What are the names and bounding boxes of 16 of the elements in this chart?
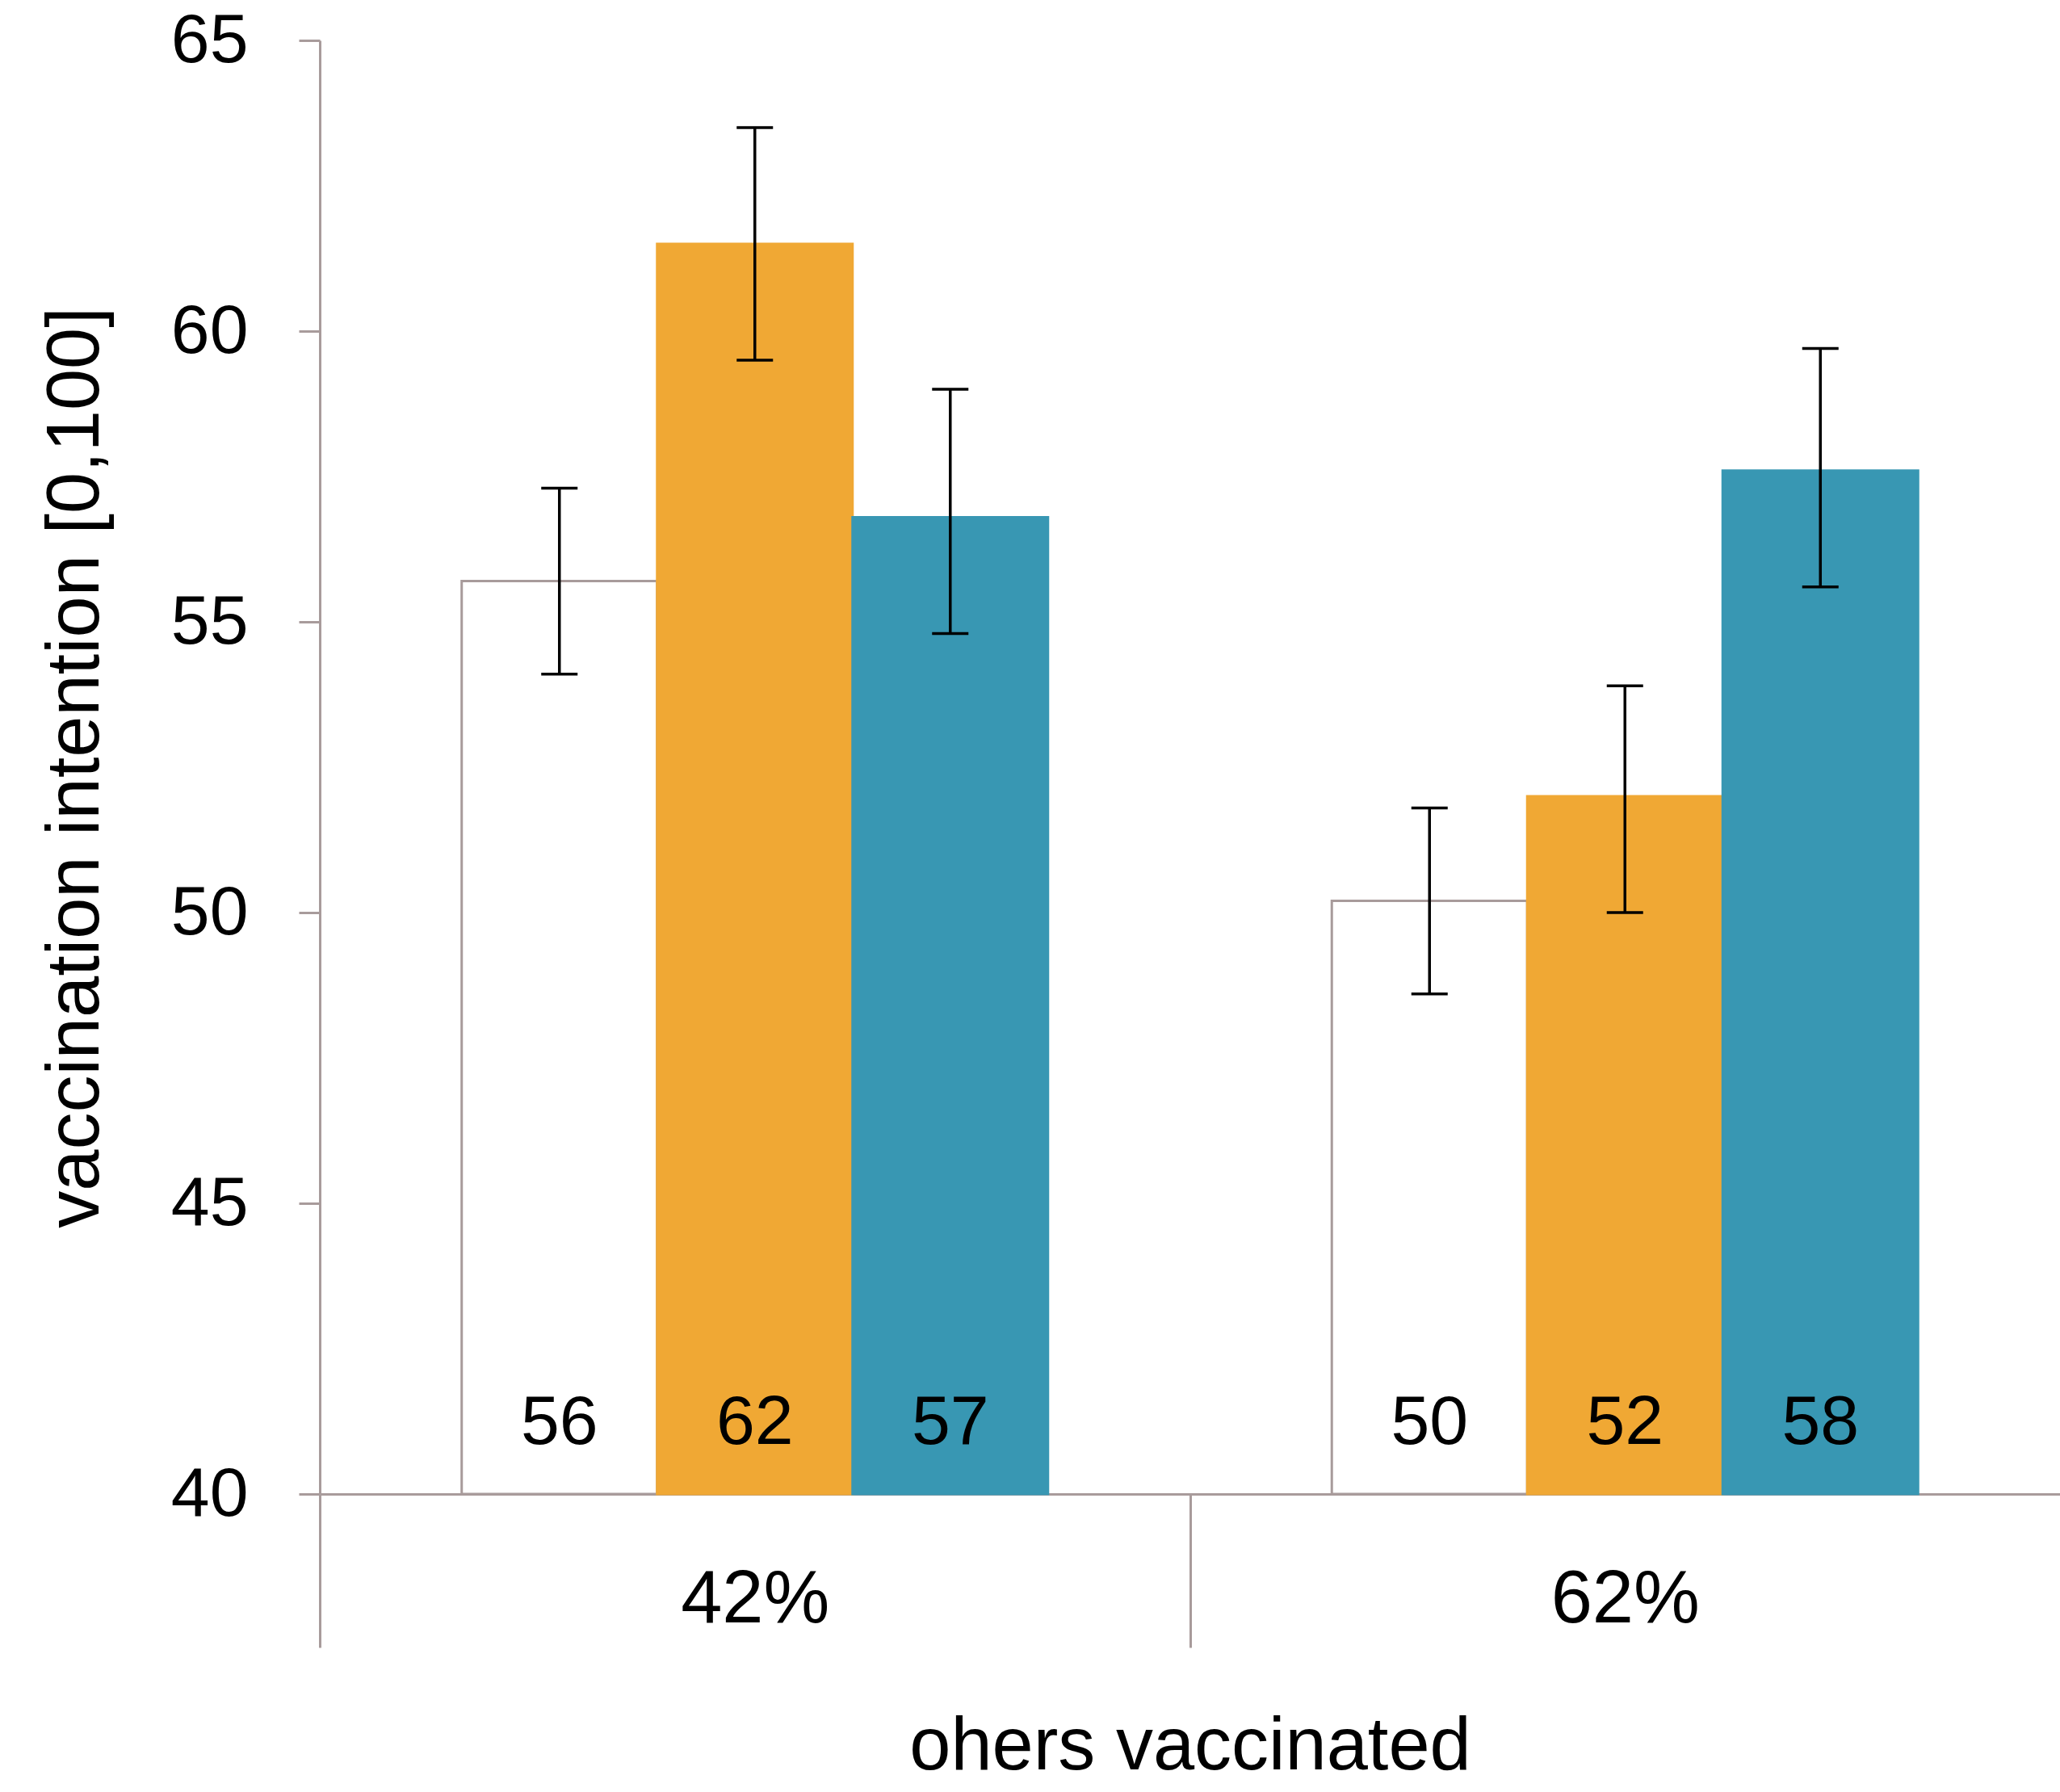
- y-tick-label: 45: [170, 1161, 249, 1240]
- data-label: 57: [911, 1381, 989, 1458]
- data-label: 56: [520, 1381, 598, 1458]
- data-label: 52: [1586, 1381, 1664, 1458]
- x-tick-label: 62%: [1550, 1555, 1700, 1638]
- y-axis-title: vaccination intention [0,100]: [31, 307, 114, 1228]
- y-tick-label: 60: [170, 289, 249, 367]
- x-axis-title: ohers vaccinated: [909, 1702, 1471, 1785]
- data-label: 58: [1781, 1381, 1860, 1458]
- y-tick-label: 55: [170, 580, 249, 658]
- data-label: 50: [1391, 1381, 1469, 1458]
- y-tick-label: 40: [170, 1452, 249, 1530]
- y-tick-label: 50: [170, 871, 249, 949]
- data-label: 62: [715, 1381, 794, 1458]
- x-tick-label: 42%: [681, 1555, 830, 1638]
- y-tick-label: 65: [170, 0, 249, 77]
